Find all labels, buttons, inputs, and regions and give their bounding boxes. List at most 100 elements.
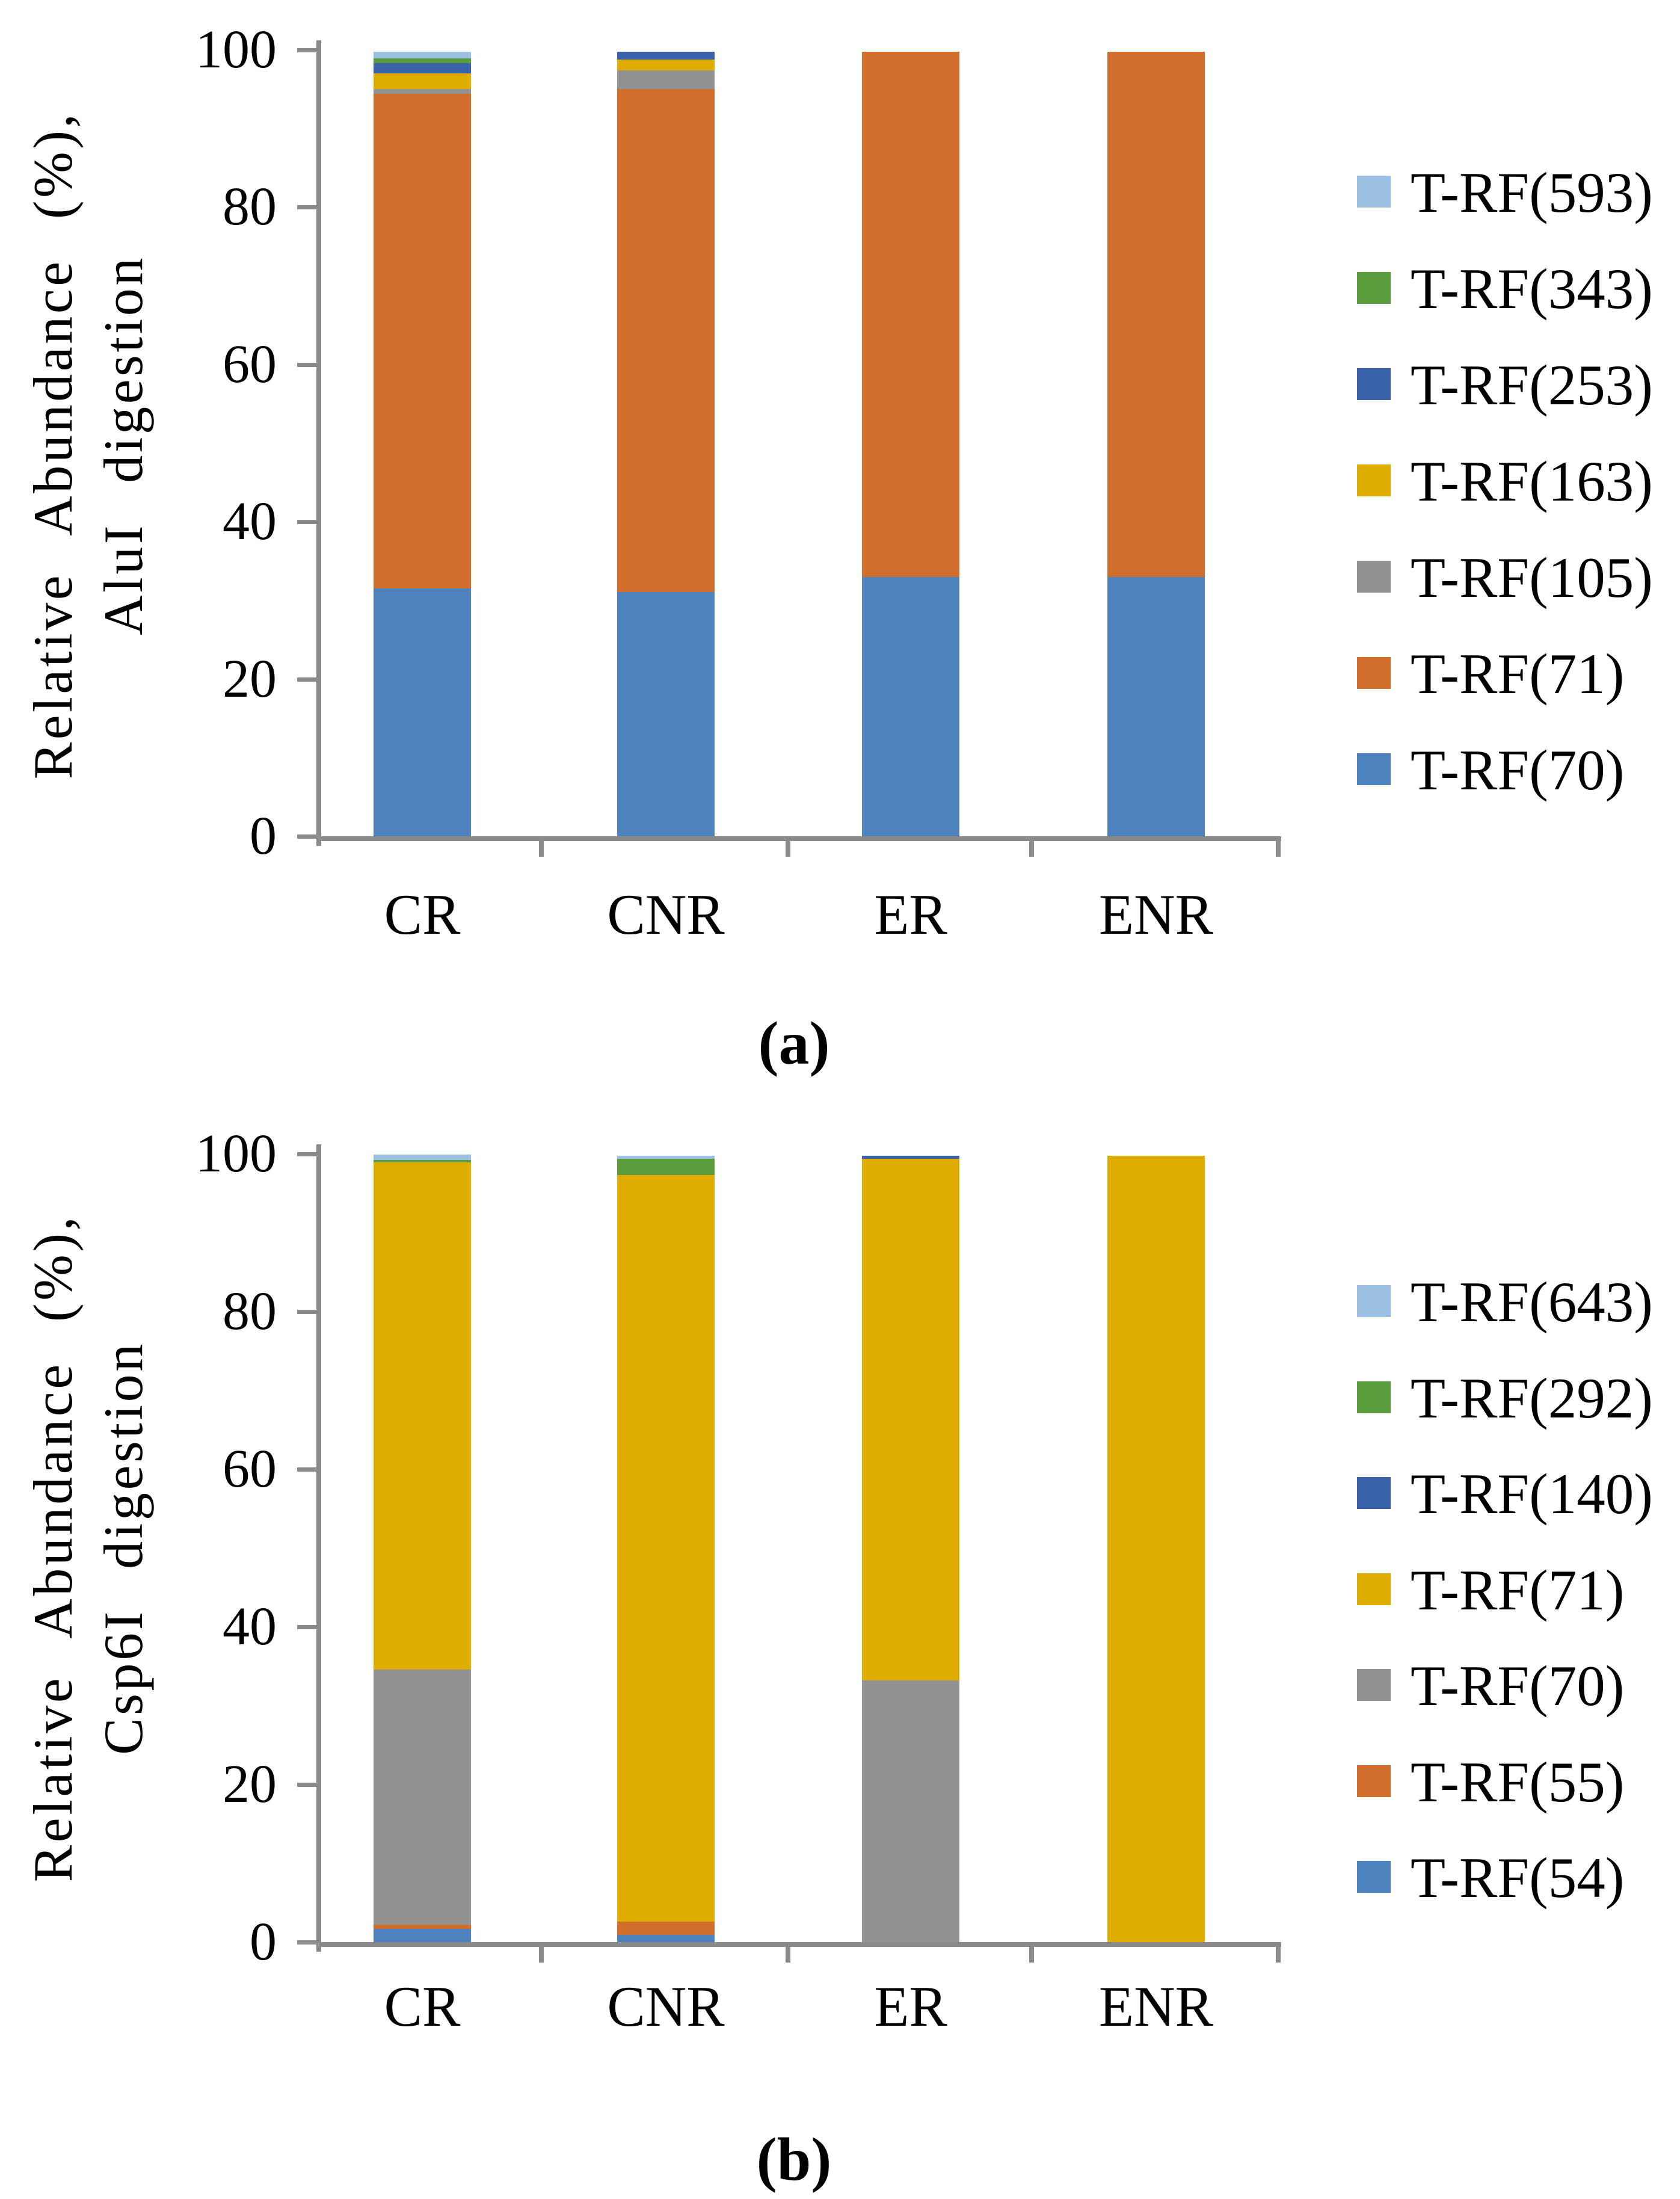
legend-label-t-rf-70: T-RF(70) xyxy=(1411,738,1625,802)
bar-segment-enr-t-rf-70 xyxy=(1107,576,1205,836)
y-tick-mark xyxy=(297,362,319,367)
y-tick-label: 0 xyxy=(250,806,277,866)
bar-segment-enr-t-rf-71 xyxy=(1107,1155,1205,1942)
bar-segment-cnr-t-rf-292 xyxy=(617,1158,715,1176)
bar-segment-cr-t-rf-54 xyxy=(374,1928,471,1942)
chart-b-y-axis-title-line1: Relative Abundance (%), xyxy=(22,1214,84,1883)
legend-label-t-rf-70: T-RF(70) xyxy=(1411,1654,1625,1718)
bar-segment-er-t-rf-71 xyxy=(862,51,959,577)
chart-a-y-axis-title-line2: AluI digestion xyxy=(93,255,154,635)
legend-swatch-t-rf-643 xyxy=(1357,1285,1391,1317)
y-tick-mark xyxy=(297,834,319,839)
bar-segment-cr-t-rf-292 xyxy=(374,1160,471,1163)
legend-label-t-rf-71: T-RF(71) xyxy=(1411,642,1625,706)
legend-label-t-rf-163: T-RF(163) xyxy=(1411,449,1653,513)
legend-swatch-t-rf-71 xyxy=(1357,1573,1391,1605)
legend-label-t-rf-55: T-RF(55) xyxy=(1411,1750,1625,1814)
legend-label-t-rf-292: T-RF(292) xyxy=(1411,1366,1653,1430)
bar-segment-cr-t-rf-643 xyxy=(374,1155,471,1161)
legend-swatch-t-rf-163 xyxy=(1357,464,1391,496)
legend-swatch-t-rf-140 xyxy=(1357,1477,1391,1509)
legend-label-t-rf-593: T-RF(593) xyxy=(1411,161,1653,224)
y-tick-mark xyxy=(297,1783,319,1787)
y-tick-label: 100 xyxy=(195,1124,277,1183)
y-tick-label: 20 xyxy=(223,649,277,709)
category-label-cnr: CNR xyxy=(607,1975,725,2038)
bar-segment-cnr-t-rf-70 xyxy=(617,591,715,836)
y-tick-label: 60 xyxy=(223,334,277,394)
legend-label-t-rf-343: T-RF(343) xyxy=(1411,257,1653,321)
y-tick-label: 40 xyxy=(223,1597,277,1656)
bar-segment-cnr-t-rf-71 xyxy=(617,1175,715,1922)
bar-segment-cr-t-rf-105 xyxy=(374,89,471,94)
category-label-er: ER xyxy=(874,1975,947,2038)
legend-label-t-rf-105: T-RF(105) xyxy=(1411,546,1653,609)
bar-segment-cnr-t-rf-54 xyxy=(617,1935,715,1942)
bar-segment-enr-t-rf-71 xyxy=(1107,51,1205,577)
bar-segment-cnr-t-rf-643 xyxy=(617,1155,715,1159)
bar-segment-er-t-rf-140 xyxy=(862,1155,959,1159)
y-tick-label: 80 xyxy=(223,1281,277,1341)
legend-swatch-t-rf-55 xyxy=(1357,1765,1391,1797)
bar-segment-cnr-t-rf-105 xyxy=(617,70,715,90)
legend-swatch-t-rf-593 xyxy=(1357,176,1391,208)
bar-segment-cnr-t-rf-253 xyxy=(617,51,715,60)
y-tick-mark xyxy=(297,1152,319,1156)
x-boundary-tick xyxy=(539,841,544,857)
category-label-er: ER xyxy=(874,883,947,946)
x-axis-line xyxy=(316,1942,1281,1947)
chart-a-stacked-bar: Relative Abundance (%), AluI digestion (… xyxy=(0,0,1680,1083)
y-tick-mark xyxy=(297,1310,319,1314)
bar-segment-er-t-rf-71 xyxy=(862,1158,959,1681)
legend-swatch-t-rf-292 xyxy=(1357,1381,1391,1413)
category-label-cnr: CNR xyxy=(607,883,725,946)
category-label-cr: CR xyxy=(384,1975,461,2038)
bar-segment-cr-t-rf-163 xyxy=(374,73,471,90)
legend-swatch-t-rf-343 xyxy=(1357,272,1391,304)
y-tick-mark xyxy=(297,1467,319,1472)
y-tick-mark xyxy=(297,520,319,525)
x-boundary-tick xyxy=(539,1947,544,1963)
bar-segment-cnr-t-rf-71 xyxy=(617,89,715,592)
y-tick-mark xyxy=(297,1940,319,1945)
x-boundary-tick xyxy=(1276,1947,1281,1963)
x-boundary-tick xyxy=(1276,841,1281,857)
legend-swatch-t-rf-105 xyxy=(1357,561,1391,593)
y-tick-label: 20 xyxy=(223,1754,277,1814)
y-tick-mark xyxy=(297,48,319,52)
chart-b-stacked-bar: Relative Abundance (%), Csp6I digestion … xyxy=(0,1083,1680,2199)
bar-segment-cr-t-rf-70 xyxy=(374,588,471,836)
legend-swatch-t-rf-71 xyxy=(1357,657,1391,689)
chart-b-y-axis-title-line2: Csp6I digestion xyxy=(93,1341,154,1755)
x-axis-line xyxy=(316,836,1281,841)
legend-label-t-rf-54: T-RF(54) xyxy=(1411,1846,1625,1910)
bar-segment-er-t-rf-70 xyxy=(862,1680,959,1942)
legend-swatch-t-rf-54 xyxy=(1357,1861,1391,1893)
y-tick-label: 100 xyxy=(195,20,277,79)
x-boundary-tick xyxy=(786,841,790,857)
y-axis-line xyxy=(316,40,321,846)
bar-segment-cr-t-rf-343 xyxy=(374,58,471,64)
legend-label-t-rf-71: T-RF(71) xyxy=(1411,1558,1625,1622)
y-tick-mark xyxy=(297,205,319,210)
bar-segment-cr-t-rf-71 xyxy=(374,94,471,589)
bar-segment-cr-t-rf-71 xyxy=(374,1162,471,1670)
legend-label-t-rf-253: T-RF(253) xyxy=(1411,353,1653,417)
y-tick-mark xyxy=(297,677,319,682)
y-tick-label: 60 xyxy=(223,1439,277,1499)
category-label-enr: ENR xyxy=(1099,1975,1213,2038)
y-axis-line xyxy=(316,1144,321,1952)
category-label-cr: CR xyxy=(384,883,461,946)
category-label-enr: ENR xyxy=(1099,883,1213,946)
y-tick-label: 0 xyxy=(250,1912,277,1972)
bar-segment-cnr-t-rf-163 xyxy=(617,59,715,70)
y-tick-label: 80 xyxy=(223,177,277,237)
y-tick-label: 40 xyxy=(223,492,277,552)
legend-swatch-t-rf-70 xyxy=(1357,753,1391,785)
legend-label-t-rf-643: T-RF(643) xyxy=(1411,1270,1653,1334)
chart-a-caption: (a) xyxy=(758,1010,830,1078)
chart-b-caption: (b) xyxy=(756,2126,832,2194)
bar-segment-er-t-rf-70 xyxy=(862,576,959,836)
x-boundary-tick xyxy=(1029,841,1034,857)
